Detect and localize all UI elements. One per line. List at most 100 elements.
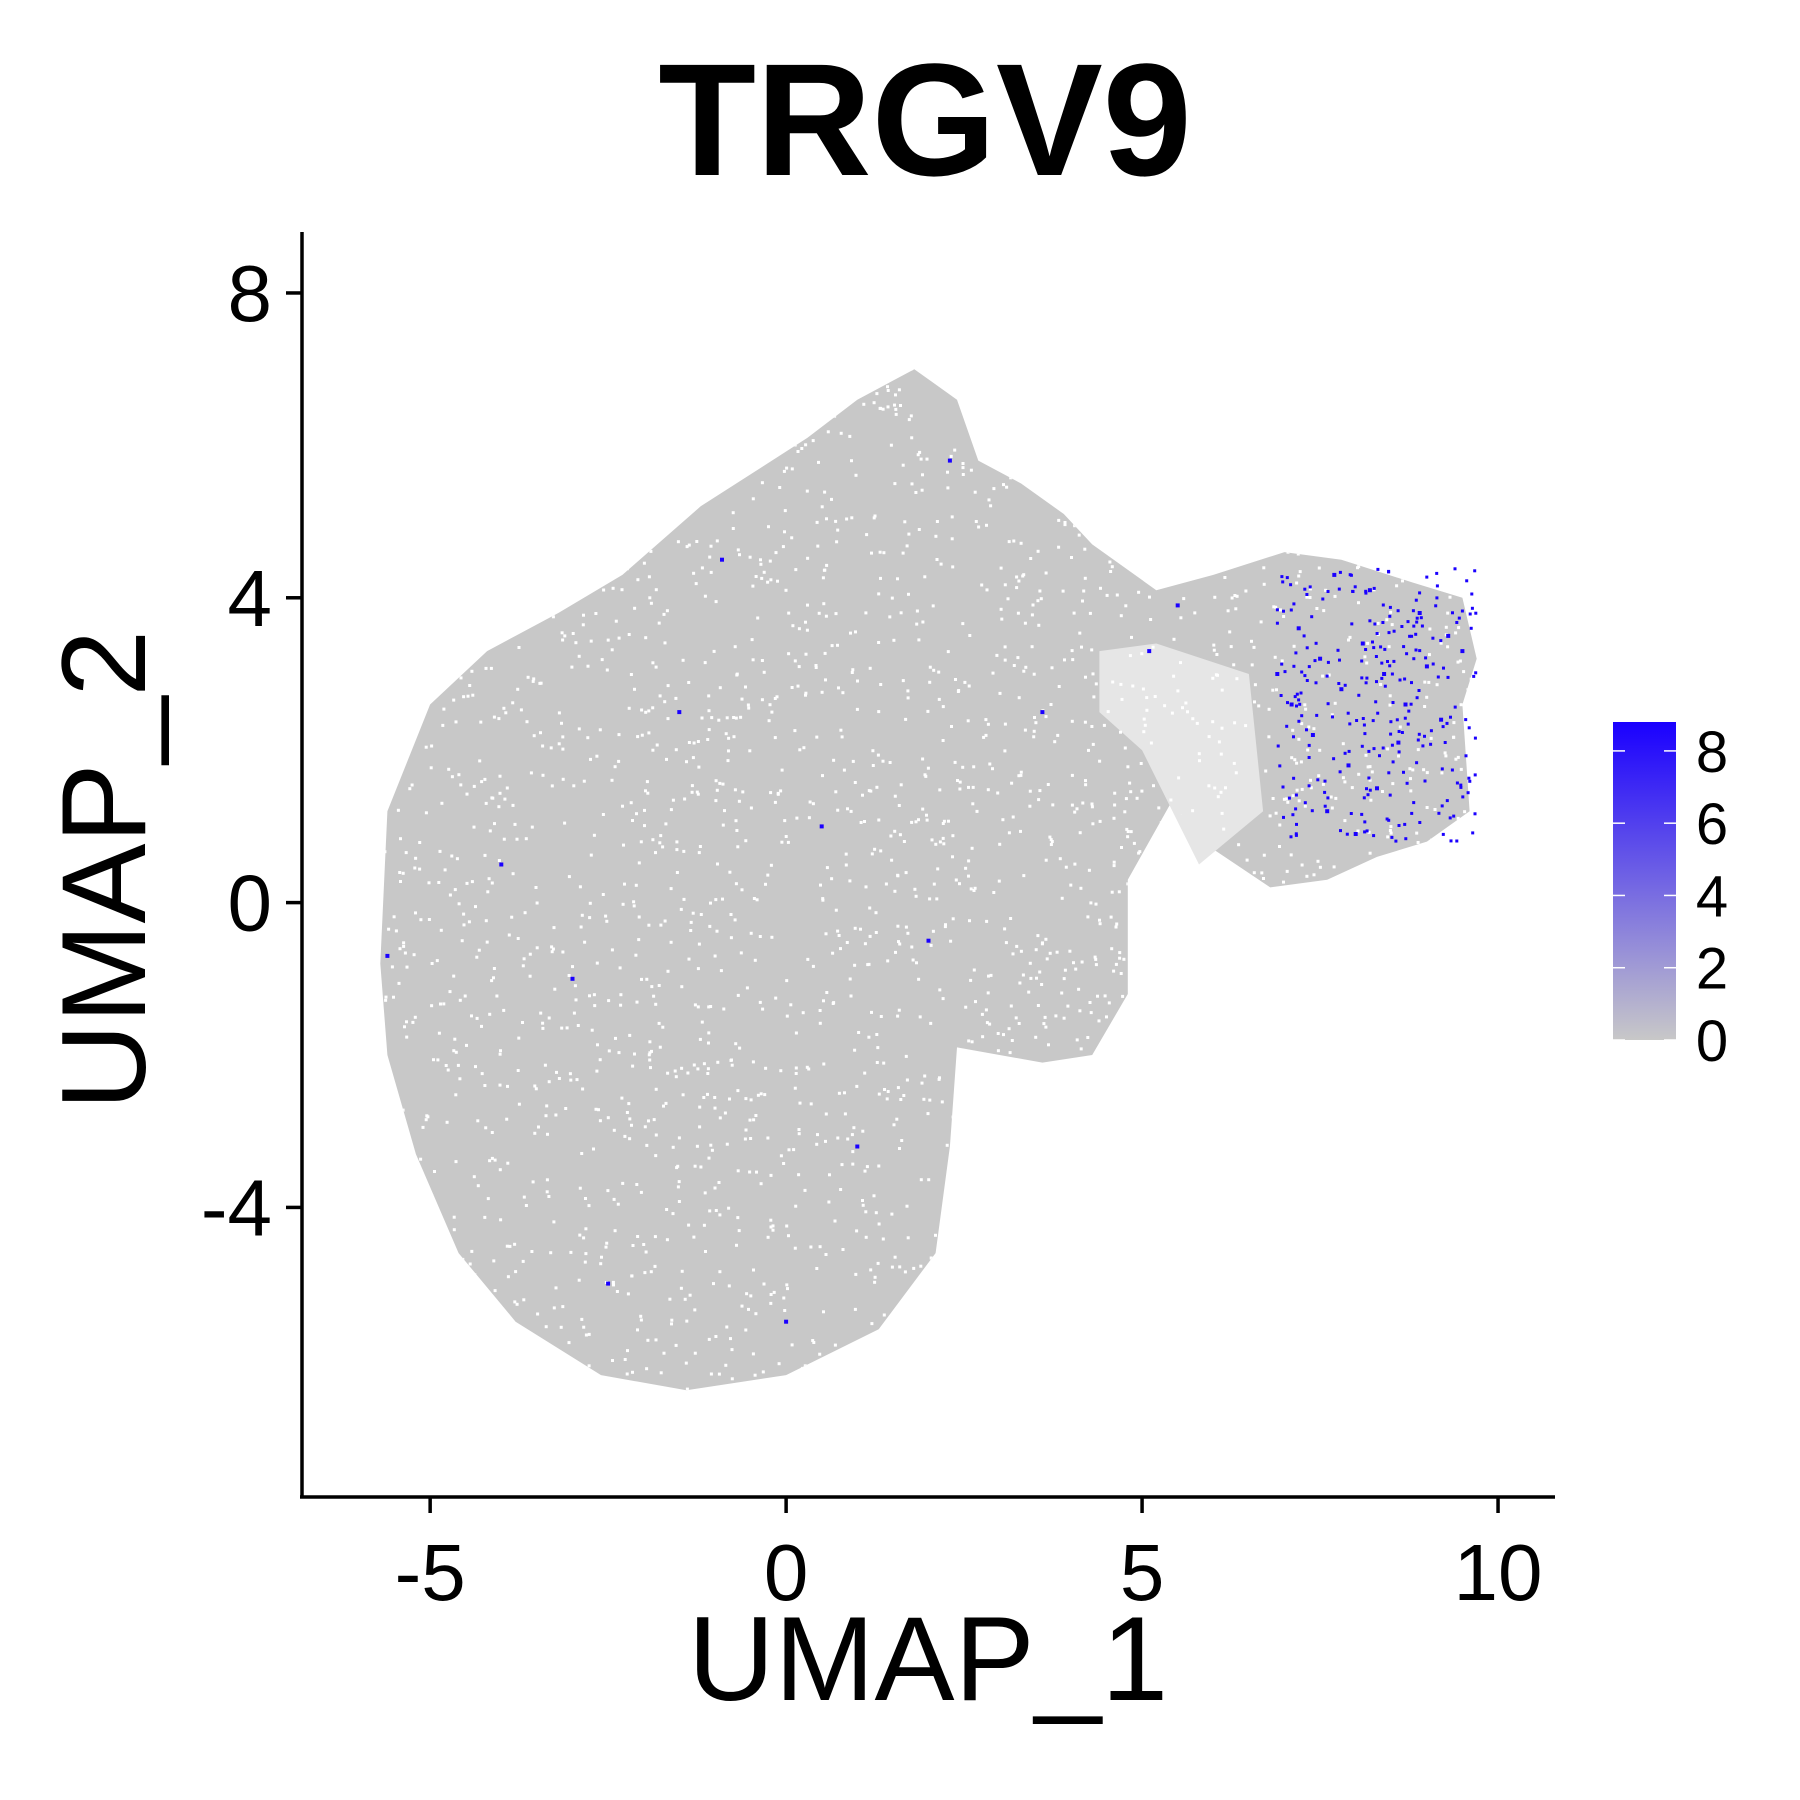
texture-dot (452, 1228, 456, 1232)
texture-dot (647, 575, 651, 579)
texture-dot (559, 527, 563, 531)
texture-dot (1300, 787, 1304, 791)
texture-dot (669, 808, 673, 812)
expressing-cell-point (1409, 702, 1413, 706)
texture-dot (1484, 979, 1487, 982)
texture-dot (539, 731, 542, 735)
texture-dot (707, 458, 711, 462)
texture-dot (460, 939, 464, 943)
texture-dot (1333, 545, 1337, 549)
texture-dot (972, 1189, 976, 1193)
expressing-cell-point (1415, 696, 1419, 700)
texture-dot (674, 1075, 678, 1079)
texture-dot (491, 1389, 495, 1391)
texture-dot (1273, 976, 1277, 980)
texture-dot (654, 1133, 658, 1137)
texture-dot (1473, 472, 1476, 476)
texture-dot (957, 356, 960, 359)
texture-dot (1451, 1362, 1455, 1366)
texture-dot (1267, 1355, 1271, 1359)
expressing-cell-point (1281, 580, 1285, 584)
texture-dot (1216, 795, 1220, 799)
texture-dot (547, 1372, 551, 1376)
texture-dot (721, 823, 725, 827)
expressing-cell-point (1469, 626, 1473, 630)
texture-dot (1223, 576, 1227, 579)
texture-dot (877, 1164, 881, 1168)
texture-dot (1333, 594, 1337, 598)
texture-dot (1291, 794, 1295, 798)
texture-dot (1429, 918, 1433, 922)
texture-dot (600, 566, 604, 570)
texture-dot (338, 993, 341, 996)
texture-dot (628, 399, 632, 403)
texture-dot (1022, 389, 1026, 393)
texture-dot (586, 664, 590, 668)
texture-dot (1322, 516, 1326, 520)
texture-dot (899, 1098, 903, 1101)
texture-dot (863, 820, 866, 823)
texture-dot (1178, 852, 1182, 856)
texture-dot (1126, 1053, 1130, 1057)
texture-dot (822, 1310, 825, 1314)
texture-dot (870, 551, 873, 555)
texture-dot (764, 882, 767, 886)
texture-dot (723, 809, 726, 813)
texture-dot (960, 1278, 964, 1282)
texture-dot (375, 909, 378, 912)
texture-dot (1260, 1354, 1264, 1358)
texture-dot (1335, 525, 1339, 529)
texture-dot (1023, 621, 1027, 625)
texture-dot (475, 1016, 479, 1020)
texture-dot (337, 981, 340, 984)
texture-dot (1115, 1171, 1119, 1175)
texture-dot (1332, 1149, 1336, 1153)
texture-dot (341, 822, 344, 825)
texture-dot (1253, 1186, 1257, 1190)
texture-dot (721, 1390, 724, 1393)
texture-dot (889, 834, 893, 838)
texture-dot (413, 475, 417, 479)
texture-dot (1053, 740, 1057, 744)
texture-dot (554, 1286, 558, 1290)
texture-dot (1264, 464, 1268, 467)
texture-dot (1120, 697, 1124, 701)
texture-dot (1310, 1005, 1314, 1009)
texture-dot (687, 1223, 691, 1227)
texture-dot (1432, 355, 1435, 358)
texture-dot (1156, 1029, 1160, 1033)
texture-dot (716, 862, 719, 866)
texture-dot (397, 981, 401, 985)
texture-dot (762, 670, 766, 674)
texture-dot (412, 1244, 416, 1247)
expressing-cell-point (1460, 609, 1464, 613)
texture-dot (607, 1049, 611, 1053)
texture-dot (1269, 1393, 1272, 1396)
texture-dot (1259, 937, 1263, 941)
texture-dot (845, 1376, 849, 1380)
texture-dot (1079, 502, 1083, 506)
texture-dot (1337, 1209, 1341, 1213)
texture-dot (931, 604, 935, 608)
texture-dot (1129, 790, 1133, 794)
texture-dot (606, 1116, 610, 1120)
texture-dot (493, 1289, 497, 1293)
texture-dot (879, 1015, 883, 1018)
texture-dot (666, 499, 670, 503)
texture-dot (760, 698, 764, 702)
texture-dot (1026, 1329, 1030, 1333)
texture-dot (943, 925, 947, 929)
texture-dot (1306, 505, 1310, 509)
texture-dot (519, 514, 523, 518)
texture-dot (1366, 1057, 1370, 1061)
texture-dot (883, 1088, 886, 1091)
texture-dot (484, 1327, 488, 1331)
texture-dot (393, 356, 396, 359)
texture-dot (462, 912, 466, 916)
texture-dot (610, 948, 614, 952)
texture-dot (1097, 1019, 1101, 1023)
texture-dot (1073, 810, 1077, 814)
texture-dot (679, 907, 683, 911)
texture-dot (687, 741, 691, 744)
texture-dot (429, 486, 433, 490)
